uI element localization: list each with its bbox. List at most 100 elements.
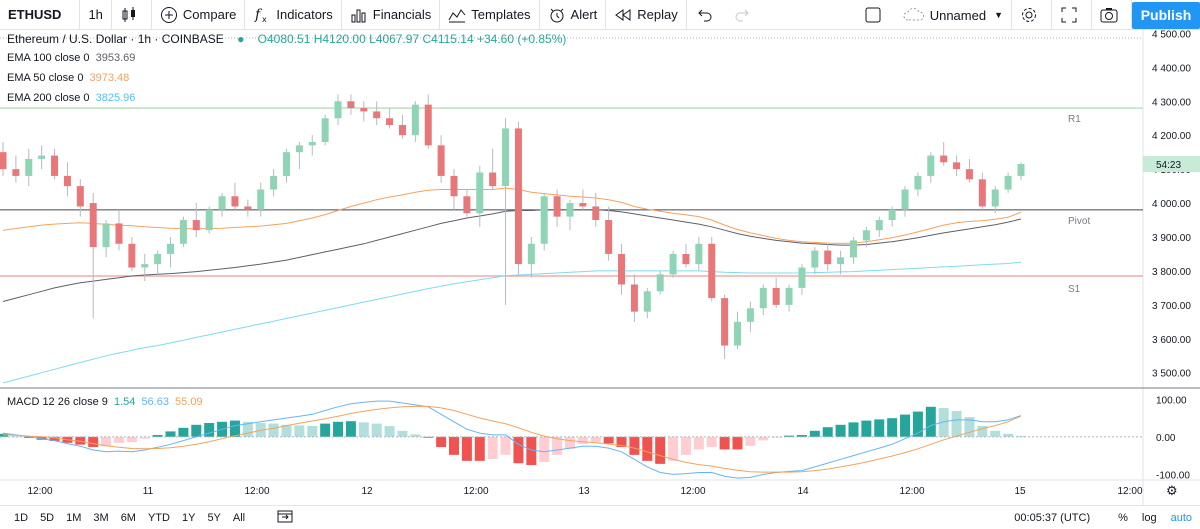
- replay-button[interactable]: Replay: [606, 0, 687, 30]
- candle-body[interactable]: [25, 158, 33, 176]
- candle-body[interactable]: [437, 145, 445, 176]
- candle-body[interactable]: [527, 243, 535, 265]
- clock[interactable]: 00:05:37 (UTC): [1014, 512, 1091, 524]
- candle-body[interactable]: [231, 196, 239, 207]
- candle-body[interactable]: [901, 189, 909, 210]
- candle-body[interactable]: [708, 243, 716, 299]
- candle-body[interactable]: [553, 196, 561, 217]
- candle-body[interactable]: [592, 206, 600, 221]
- candle-body[interactable]: [360, 108, 368, 112]
- range-button-all[interactable]: All: [232, 511, 246, 524]
- candle-body[interactable]: [321, 118, 329, 142]
- candle-body[interactable]: [669, 253, 677, 275]
- percent-toggle[interactable]: %: [1118, 512, 1128, 524]
- candle-body[interactable]: [502, 128, 510, 187]
- candle-body[interactable]: [566, 203, 574, 217]
- candle-body[interactable]: [824, 250, 832, 265]
- candle-body[interactable]: [953, 162, 961, 170]
- candle-body[interactable]: [540, 196, 548, 244]
- candle-body[interactable]: [914, 175, 922, 190]
- fullscreen-layout-button[interactable]: [856, 0, 895, 30]
- settings-button[interactable]: [1012, 0, 1052, 30]
- candle-body[interactable]: [115, 223, 123, 244]
- candle-body[interactable]: [141, 264, 149, 268]
- candle-body[interactable]: [489, 172, 497, 187]
- candle-body[interactable]: [734, 321, 742, 346]
- candle-body[interactable]: [154, 253, 162, 265]
- candle-body[interactable]: [192, 220, 200, 231]
- symbol-search-button[interactable]: ETHUSD: [0, 0, 81, 30]
- auto-toggle[interactable]: auto: [1170, 512, 1192, 524]
- candle-body[interactable]: [772, 287, 780, 305]
- candle-body[interactable]: [347, 101, 355, 109]
- candle-body[interactable]: [643, 291, 651, 312]
- log-toggle[interactable]: log: [1141, 512, 1157, 524]
- candle-body[interactable]: [205, 209, 213, 231]
- candle-body[interactable]: [63, 175, 71, 187]
- candle-body[interactable]: [128, 243, 136, 268]
- candle-body[interactable]: [218, 196, 226, 210]
- range-button-1d[interactable]: 1D: [14, 511, 29, 524]
- candle-body[interactable]: [618, 253, 626, 285]
- layout-name-button[interactable]: Unnamed ▼: [895, 0, 1012, 30]
- candle-body[interactable]: [295, 145, 303, 153]
- candle-body[interactable]: [386, 118, 394, 126]
- range-button-6m[interactable]: 6M: [120, 511, 136, 524]
- chart-settings-gear-icon[interactable]: ⚙: [1166, 484, 1178, 499]
- macd-line[interactable]: [2, 400, 1022, 479]
- candle-body[interactable]: [476, 172, 484, 214]
- candle-body[interactable]: [12, 169, 20, 176]
- candle-body[interactable]: [76, 186, 84, 207]
- ema200-legend[interactable]: EMA 200 close 0 3825.96: [7, 92, 135, 104]
- range-button-1y[interactable]: 1Y: [181, 511, 196, 524]
- templates-button[interactable]: Templates: [440, 0, 540, 30]
- candle-body[interactable]: [746, 308, 754, 322]
- candle-body[interactable]: [450, 175, 458, 197]
- candle-body[interactable]: [308, 141, 316, 146]
- goto-date-icon[interactable]: [277, 509, 293, 526]
- candle-body[interactable]: [1017, 164, 1025, 176]
- candle-body[interactable]: [785, 287, 793, 305]
- ema200-line[interactable]: [2, 261, 1022, 384]
- candle-body[interactable]: [244, 206, 252, 210]
- snapshot-button[interactable]: [1092, 0, 1132, 30]
- price-chart[interactable]: R1 Pivot S1 4 500.00 4 400.00 4 300.00 4 200.0…: [0, 29, 1200, 505]
- chart-area[interactable]: R1 Pivot S1 4 500.00 4 400.00 4 300.00 4 200.0…: [0, 29, 1200, 505]
- publish-button[interactable]: Publish: [1132, 1, 1200, 29]
- candle-body[interactable]: [0, 152, 7, 170]
- candle-body[interactable]: [398, 125, 406, 136]
- candle-body[interactable]: [373, 111, 381, 119]
- candle-body[interactable]: [695, 243, 703, 265]
- ema50-legend[interactable]: EMA 50 close 0 3973.48: [7, 72, 129, 84]
- fullscreen-button[interactable]: [1052, 0, 1092, 30]
- candle-body[interactable]: [849, 240, 857, 258]
- range-button-3m[interactable]: 3M: [93, 511, 109, 524]
- range-button-5d[interactable]: 5D: [40, 511, 55, 524]
- candle-body[interactable]: [798, 267, 806, 288]
- undo-button[interactable]: [687, 0, 726, 30]
- candle-body[interactable]: [875, 220, 883, 231]
- candle-body[interactable]: [514, 128, 522, 265]
- candle-body[interactable]: [656, 274, 664, 292]
- candle-body[interactable]: [630, 284, 638, 312]
- candle-body[interactable]: [179, 220, 187, 244]
- macd-legend[interactable]: MACD 12 26 close 9 1.54 56.63 55.09: [7, 396, 203, 408]
- candle-body[interactable]: [888, 209, 896, 221]
- range-button-1m[interactable]: 1M: [66, 511, 82, 524]
- candle-body[interactable]: [759, 287, 767, 309]
- candle-body[interactable]: [605, 220, 613, 254]
- range-button-ytd[interactable]: YTD: [147, 511, 170, 524]
- candle-body[interactable]: [579, 203, 587, 207]
- candle-body[interactable]: [927, 155, 935, 176]
- candle-body[interactable]: [463, 196, 471, 214]
- candle-body[interactable]: [991, 189, 999, 207]
- range-button-5y[interactable]: 5Y: [207, 511, 221, 524]
- candle-body[interactable]: [811, 250, 819, 268]
- candle-body[interactable]: [940, 155, 948, 163]
- alert-button[interactable]: Alert: [540, 0, 607, 30]
- candle-body[interactable]: [51, 155, 59, 176]
- candle-body[interactable]: [682, 253, 690, 265]
- macd-signal-line[interactable]: [2, 405, 1022, 473]
- financials-button[interactable]: Financials: [342, 0, 441, 30]
